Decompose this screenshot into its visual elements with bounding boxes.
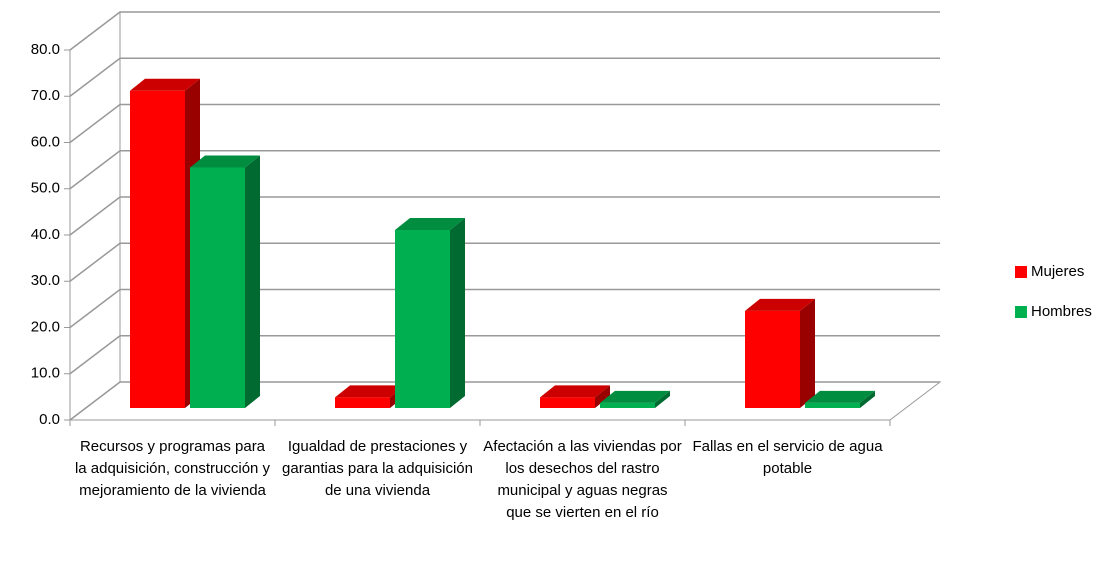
- y-tick-label: 0.0: [39, 411, 60, 428]
- y-tick-label: 40.0: [31, 226, 60, 243]
- y-tick-label: 20.0: [31, 318, 60, 335]
- bar: [190, 167, 245, 408]
- bar: [600, 402, 655, 408]
- x-tick-label: Recursos y programas para la adquisición…: [74, 438, 275, 499]
- bar-side: [595, 385, 610, 408]
- bar: [395, 229, 450, 408]
- bar-top: [805, 390, 875, 403]
- bar-top: [600, 390, 670, 403]
- x-tick-label: Fallas en el servicio de agua potable: [692, 438, 887, 477]
- x-tick-label: Igualdad de prestaciones y garantias par…: [282, 438, 478, 499]
- grid-line: [69, 11, 940, 51]
- bar-side: [245, 155, 260, 408]
- y-tick-label: 70.0: [31, 87, 60, 104]
- bar: [540, 397, 595, 408]
- bar-top: [745, 298, 815, 311]
- y-tick-label: 30.0: [31, 272, 60, 289]
- legend-swatch: [1015, 266, 1027, 278]
- grid-line: [69, 57, 940, 97]
- bar-top: [335, 385, 405, 398]
- grid-line: [69, 381, 940, 421]
- bar-top: [190, 155, 260, 168]
- grid-line: [69, 196, 940, 236]
- legend-label: Hombres: [1031, 303, 1092, 320]
- grid-line: [69, 335, 940, 375]
- bar-top: [130, 78, 200, 91]
- grid-line: [69, 103, 940, 144]
- grid-line: [69, 150, 940, 190]
- y-tick-label: 60.0: [31, 133, 60, 150]
- legend-swatch: [1015, 306, 1027, 318]
- bar-side: [450, 217, 465, 408]
- x-tick-label: Afectación a las viviendas por los desec…: [483, 438, 686, 521]
- bar: [335, 397, 390, 408]
- bar: [745, 310, 800, 408]
- bar: [805, 402, 860, 408]
- bar-top: [395, 217, 465, 230]
- bar-side: [800, 298, 815, 408]
- y-tick-label: 50.0: [31, 180, 60, 197]
- y-tick-label: 80.0: [31, 41, 60, 58]
- bar-side: [655, 390, 670, 408]
- legend-label: Mujeres: [1031, 263, 1084, 280]
- y-tick-label: 10.0: [31, 365, 60, 382]
- bar: [130, 90, 185, 408]
- bar-top: [540, 385, 610, 398]
- bar-side: [860, 390, 875, 408]
- grid-line: [69, 288, 940, 329]
- grid-line: [69, 242, 940, 282]
